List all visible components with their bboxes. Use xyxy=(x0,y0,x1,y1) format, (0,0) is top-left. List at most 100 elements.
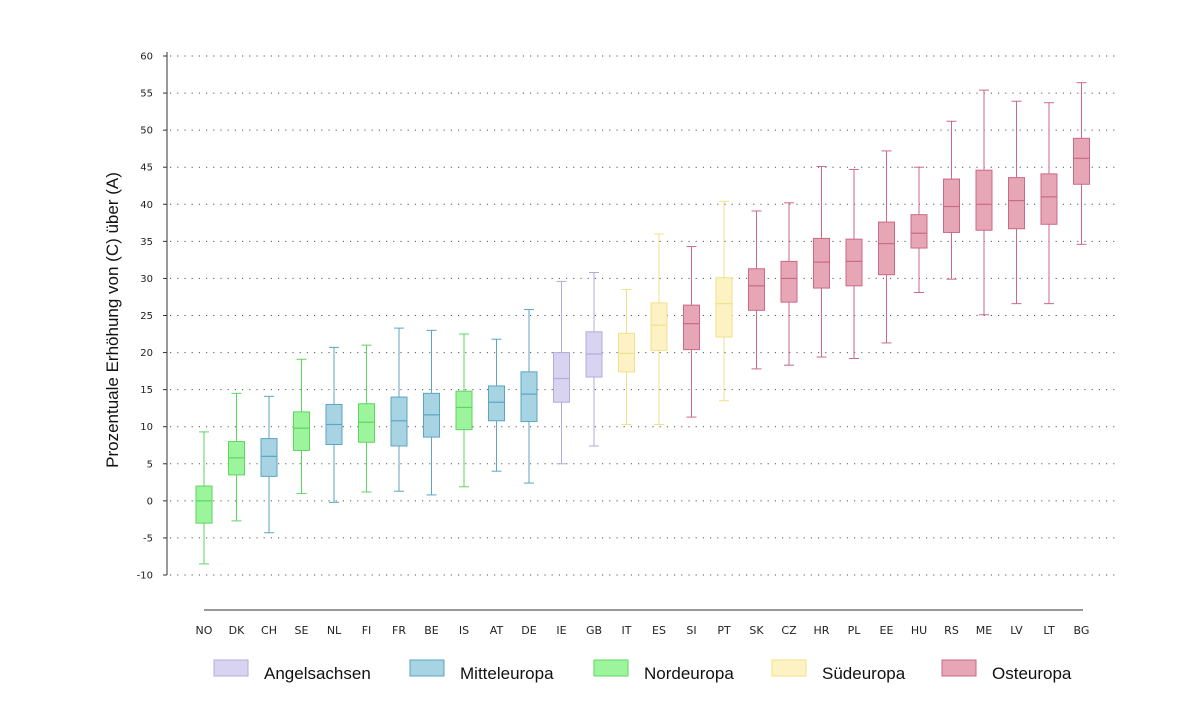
legend-swatch xyxy=(409,659,445,677)
box-fi xyxy=(358,344,375,493)
x-tick-label: SI xyxy=(686,624,696,637)
x-tick-label: FR xyxy=(392,624,406,637)
x-tick-label: HR xyxy=(814,624,830,637)
y-tick-label: 55 xyxy=(140,89,153,100)
iqr-box xyxy=(780,260,798,303)
legend-item-angelsachsen: Angelsachsen xyxy=(213,659,371,683)
x-tick-label: RS xyxy=(944,624,959,637)
y-tick-label: 60 xyxy=(140,52,153,63)
x-tick-label: NO xyxy=(196,624,213,637)
iqr-box xyxy=(975,169,993,231)
x-tick-label: SE xyxy=(295,624,309,637)
y-tick-label: 10 xyxy=(140,422,153,433)
x-tick-label: HU xyxy=(911,624,927,637)
box-pt xyxy=(715,200,733,402)
y-tick-label: -10 xyxy=(137,571,153,582)
y-tick-label: -5 xyxy=(143,533,153,544)
iqr-box xyxy=(260,438,278,477)
box-fr xyxy=(390,327,408,492)
y-tick-label: 5 xyxy=(147,459,153,470)
y-tick-label: 15 xyxy=(140,385,153,396)
legend-item-südeuropa: Südeuropa xyxy=(771,659,906,683)
iqr-box xyxy=(1040,173,1058,225)
box-ch xyxy=(260,395,278,534)
box-si xyxy=(683,246,700,418)
box-at xyxy=(488,338,505,472)
iqr-box xyxy=(293,411,310,451)
iqr-box xyxy=(358,403,375,443)
legend-item-osteuropa: Osteuropa xyxy=(941,659,1072,683)
legend-swatch xyxy=(771,659,807,677)
x-tick-label: LT xyxy=(1043,624,1055,637)
x-tick-label: ME xyxy=(976,624,992,637)
y-tick-label: 25 xyxy=(140,311,153,322)
box-nl xyxy=(325,346,343,503)
box-dk xyxy=(228,392,245,522)
iqr-box xyxy=(455,390,473,431)
y-tick-label: 0 xyxy=(147,496,153,507)
box-lt xyxy=(1040,102,1058,305)
iqr-box xyxy=(195,485,213,524)
y-axis-title: Prozentuale Erhöhung von (C) über (A) xyxy=(103,172,122,468)
box-sk xyxy=(748,210,765,370)
x-tick-label: DK xyxy=(229,624,245,637)
x-tick-label: PT xyxy=(717,624,731,637)
legend-item-nordeuropa: Nordeuropa xyxy=(593,659,734,683)
box-ie xyxy=(553,280,570,465)
box-hu xyxy=(910,166,928,294)
iqr-box xyxy=(488,385,505,422)
iqr-box xyxy=(878,221,895,276)
x-tick-label: LV xyxy=(1010,624,1023,637)
legend-swatch xyxy=(941,659,977,677)
box-cz xyxy=(780,202,798,366)
x-axis: NO DK CH SE NL FI FR BE IS AT DE IE GB IT ES SI PT SK CZ HR… xyxy=(196,609,1090,637)
y-tick-label: 20 xyxy=(140,348,153,359)
box-be xyxy=(423,329,440,496)
y-tick-label: 30 xyxy=(140,274,153,285)
iqr-box xyxy=(845,238,863,287)
box-no xyxy=(195,431,213,565)
x-tick-label: DE xyxy=(521,624,536,637)
legend-swatch xyxy=(593,659,629,677)
iqr-box xyxy=(390,396,408,447)
iqr-box xyxy=(520,371,538,423)
iqr-box xyxy=(748,268,765,311)
iqr-box xyxy=(910,214,928,249)
legend-label: Südeuropa xyxy=(822,664,906,683)
x-tick-label: BG xyxy=(1074,624,1090,637)
x-tick-label: BE xyxy=(424,624,439,637)
x-tick-label: GB xyxy=(586,624,602,637)
x-tick-label: AT xyxy=(490,624,504,637)
iqr-box xyxy=(650,302,668,351)
legend-label: Nordeuropa xyxy=(644,664,734,683)
x-tick-label: NL xyxy=(327,624,342,637)
legend-label: Mitteleuropa xyxy=(460,664,554,683)
y-axis: -10 -5 0 5 10 15 20 25 30 35 40 45 50 55 60 xyxy=(137,52,168,582)
box-rs xyxy=(943,120,960,280)
legend-label: Angelsachsen xyxy=(264,664,371,683)
boxes xyxy=(195,82,1090,565)
x-tick-label: FI xyxy=(362,624,372,637)
x-tick-label: CH xyxy=(261,624,277,637)
x-tick-label: IT xyxy=(622,624,632,637)
box-gb xyxy=(585,271,603,447)
box-lv xyxy=(1008,100,1025,305)
box-se xyxy=(293,358,310,494)
gridlines xyxy=(170,55,1120,576)
y-tick-label: 35 xyxy=(140,237,153,248)
legend-swatch xyxy=(213,659,249,677)
x-tick-label: EE xyxy=(880,624,894,637)
iqr-box xyxy=(813,237,830,289)
box-de xyxy=(520,309,538,484)
box-is xyxy=(455,333,473,488)
box-pl xyxy=(845,168,863,360)
iqr-box xyxy=(943,178,960,233)
iqr-box xyxy=(715,277,733,338)
y-tick-label: 50 xyxy=(140,126,153,137)
x-tick-label: IE xyxy=(556,624,566,637)
x-tick-label: PL xyxy=(848,624,862,637)
legend-label: Osteuropa xyxy=(992,664,1072,683)
box-bg xyxy=(1073,82,1090,245)
